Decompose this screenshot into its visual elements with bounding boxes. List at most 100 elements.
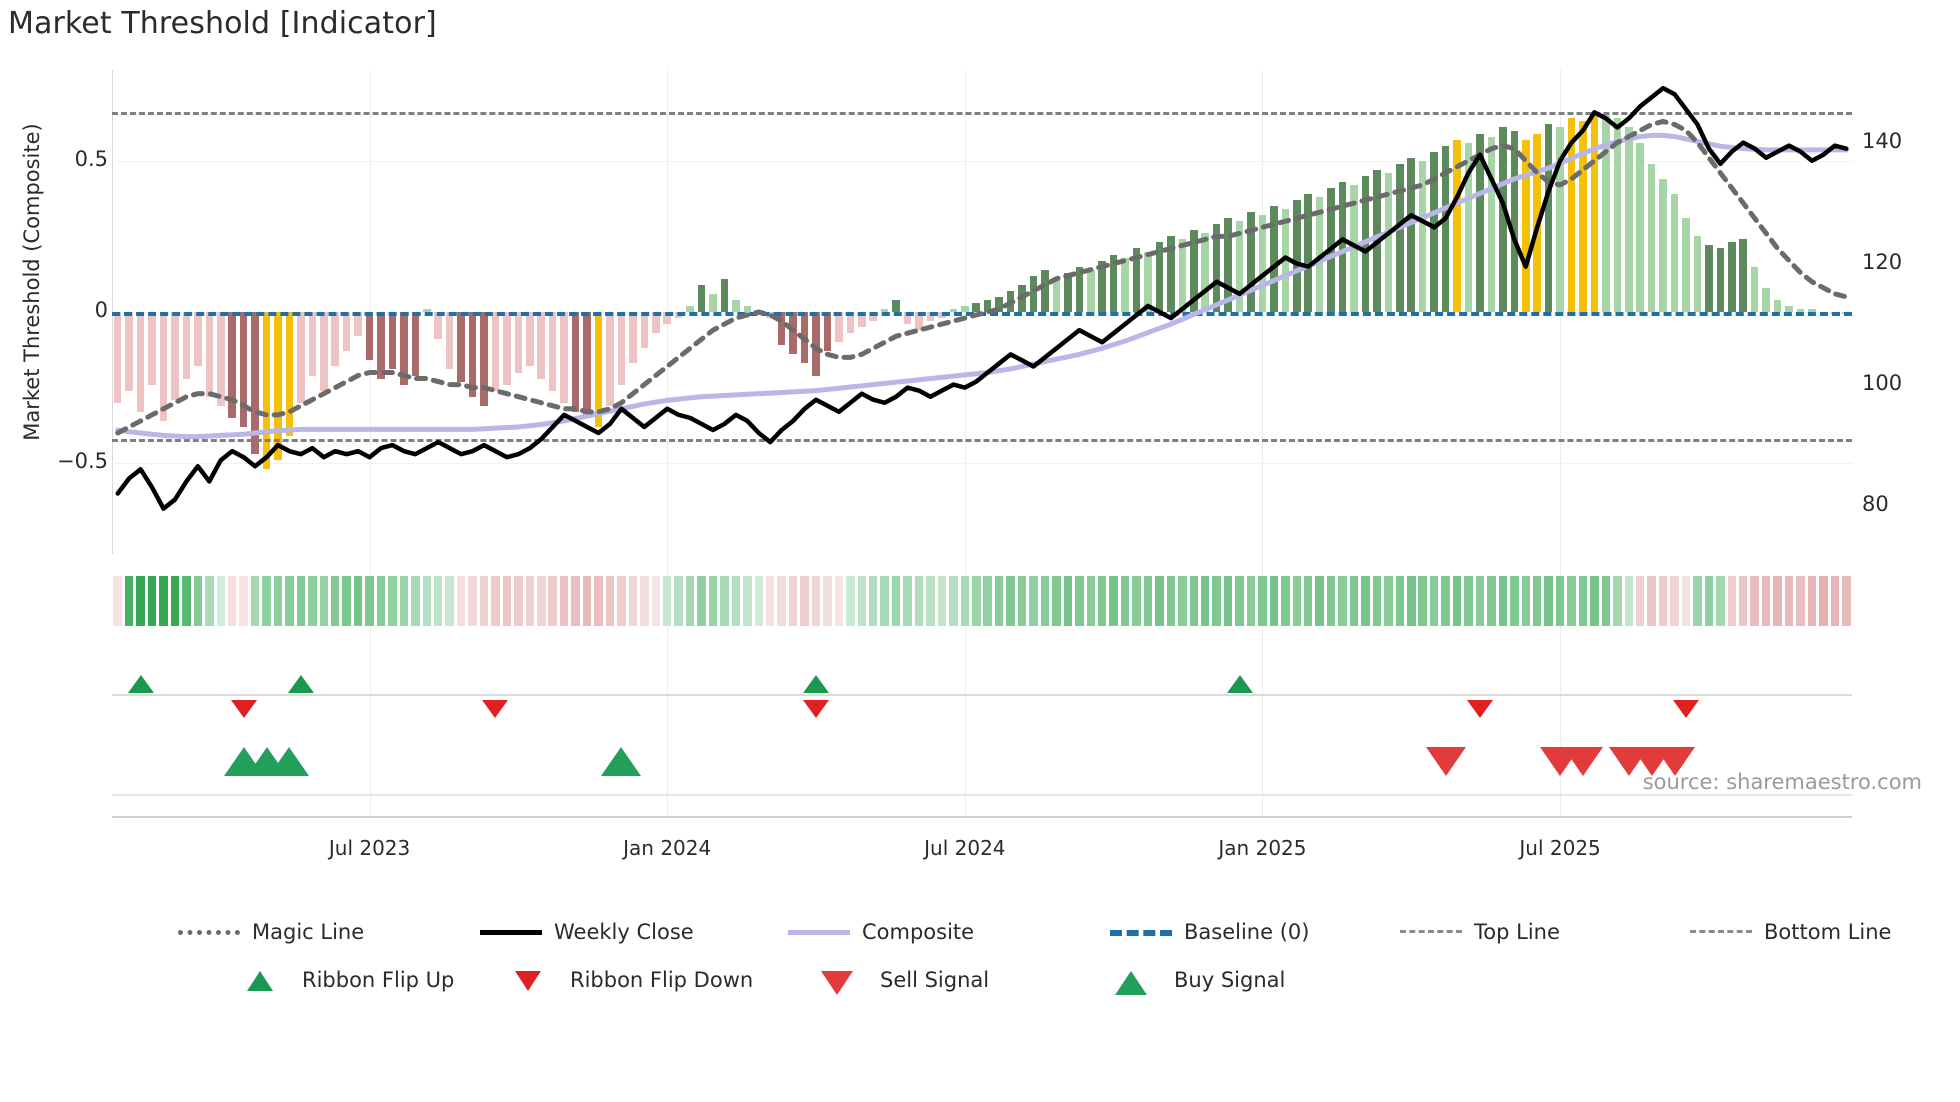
legend-key-line — [1690, 921, 1752, 943]
ribbon-cell — [1704, 576, 1714, 626]
ribbon-cell — [605, 576, 615, 626]
legend-key-line — [1400, 921, 1462, 943]
histogram-bar — [1441, 145, 1450, 312]
y-tick-left: −0.5 — [57, 449, 108, 474]
legend-item[interactable]: Composite — [788, 920, 974, 944]
ribbon-cell — [227, 576, 237, 626]
histogram-bar — [1762, 287, 1770, 312]
histogram-bar — [1624, 127, 1633, 312]
ribbon-cell — [262, 576, 271, 626]
ribbon-cell — [1464, 576, 1473, 626]
ribbon-cell — [1601, 576, 1611, 626]
histogram-bar — [1121, 257, 1129, 312]
ribbon-cell — [342, 576, 351, 626]
legend-item-label: Ribbon Flip Down — [570, 968, 754, 992]
histogram-bar — [1281, 209, 1290, 312]
histogram-bar — [251, 312, 259, 455]
legend-item[interactable]: Sell Signal — [806, 968, 989, 995]
histogram-bar — [880, 308, 889, 312]
histogram-bar — [423, 308, 431, 312]
histogram-bar — [823, 312, 832, 352]
ribbon-flip-down-marker — [1466, 700, 1493, 718]
histogram-bar — [1064, 272, 1072, 312]
price-lines-overlay — [115, 85, 1849, 511]
histogram-bar — [514, 312, 523, 373]
histogram-bar — [411, 312, 420, 376]
ribbon-cell — [456, 576, 466, 626]
ribbon-cell — [1120, 576, 1130, 626]
histogram-bar — [445, 312, 454, 370]
legend-key-marker — [496, 969, 558, 991]
ribbon-cell — [1532, 576, 1542, 626]
histogram-bar — [1636, 142, 1644, 312]
histogram-bar — [503, 312, 511, 385]
histogram-bar — [858, 312, 866, 328]
histogram-bar — [1258, 215, 1267, 312]
ribbon-cell — [1635, 576, 1645, 626]
histogram-bar — [1247, 212, 1255, 312]
histogram-bar — [354, 312, 362, 337]
histogram-bar — [113, 312, 122, 403]
legend-item[interactable]: Magic Line — [178, 920, 364, 944]
histogram-bar — [1544, 124, 1553, 312]
legend-item[interactable]: Ribbon Flip Up — [228, 968, 454, 992]
histogram-bar — [1132, 248, 1141, 312]
y-tick-left: 0.5 — [74, 146, 108, 171]
ribbon-cell — [1006, 576, 1015, 626]
legend-item[interactable]: Weekly Close — [480, 920, 694, 944]
legend-item[interactable]: Bottom Line — [1690, 920, 1891, 944]
ribbon-cell — [777, 576, 786, 626]
composite-line — [115, 132, 1849, 440]
ribbon-cell — [1716, 576, 1725, 626]
histogram-bar — [125, 312, 133, 391]
histogram-bar — [995, 296, 1003, 312]
ribbon-cell — [1796, 576, 1805, 626]
histogram-bar — [1144, 251, 1152, 312]
legend-item[interactable]: Baseline (0) — [1110, 920, 1309, 944]
legend-triangle-up-icon — [1115, 971, 1147, 995]
histogram-bar — [961, 305, 969, 312]
ribbon-cell — [1750, 576, 1759, 626]
y-tick-right: 100 — [1862, 370, 1903, 395]
histogram-bar — [159, 312, 168, 421]
ribbon-cell — [1166, 576, 1176, 626]
legend-item[interactable]: Ribbon Flip Down — [496, 968, 753, 992]
histogram-bar — [1293, 200, 1301, 312]
top-line — [112, 112, 1852, 116]
histogram-bar — [548, 312, 557, 391]
histogram-bar — [319, 312, 328, 391]
legend-item[interactable]: Top Line — [1400, 920, 1560, 944]
ribbon-cell — [960, 576, 970, 626]
legend-line-swatch — [1110, 930, 1172, 936]
ribbon-cell — [869, 576, 878, 626]
ribbon-cell — [685, 576, 695, 626]
legend-item[interactable]: Buy Signal — [1100, 968, 1285, 995]
y-tick-right: 140 — [1862, 128, 1903, 153]
histogram-bar — [1109, 254, 1118, 312]
histogram-bar — [835, 312, 843, 343]
ribbon-cell — [800, 576, 809, 626]
ribbon-cell — [514, 576, 523, 626]
legend-item-label: Baseline (0) — [1184, 920, 1310, 944]
histogram-bar — [1155, 242, 1164, 312]
ribbon-cell — [502, 576, 512, 626]
ribbon-cell — [1269, 576, 1279, 626]
histogram-bar — [1304, 194, 1313, 312]
legend-line-swatch — [1400, 930, 1462, 933]
ribbon-cell — [972, 576, 981, 626]
histogram-bar — [1430, 151, 1438, 312]
y-tick-left: 0 — [94, 298, 108, 322]
ribbon-cell — [285, 576, 294, 626]
ribbon-cell — [1189, 576, 1198, 626]
histogram-bar — [709, 293, 717, 312]
ribbon-cell — [1200, 576, 1210, 626]
ribbon-cell — [1807, 576, 1817, 626]
ribbon-cell — [1052, 576, 1061, 626]
weekly-close-line — [115, 85, 1849, 511]
legend-item-label: Magic Line — [252, 920, 365, 944]
legend-line-swatch — [1690, 930, 1752, 933]
ribbon-cell — [731, 576, 741, 626]
histogram-bar — [1315, 197, 1324, 312]
ribbon-cell — [1727, 576, 1737, 626]
legend-item-label: Composite — [862, 920, 975, 944]
